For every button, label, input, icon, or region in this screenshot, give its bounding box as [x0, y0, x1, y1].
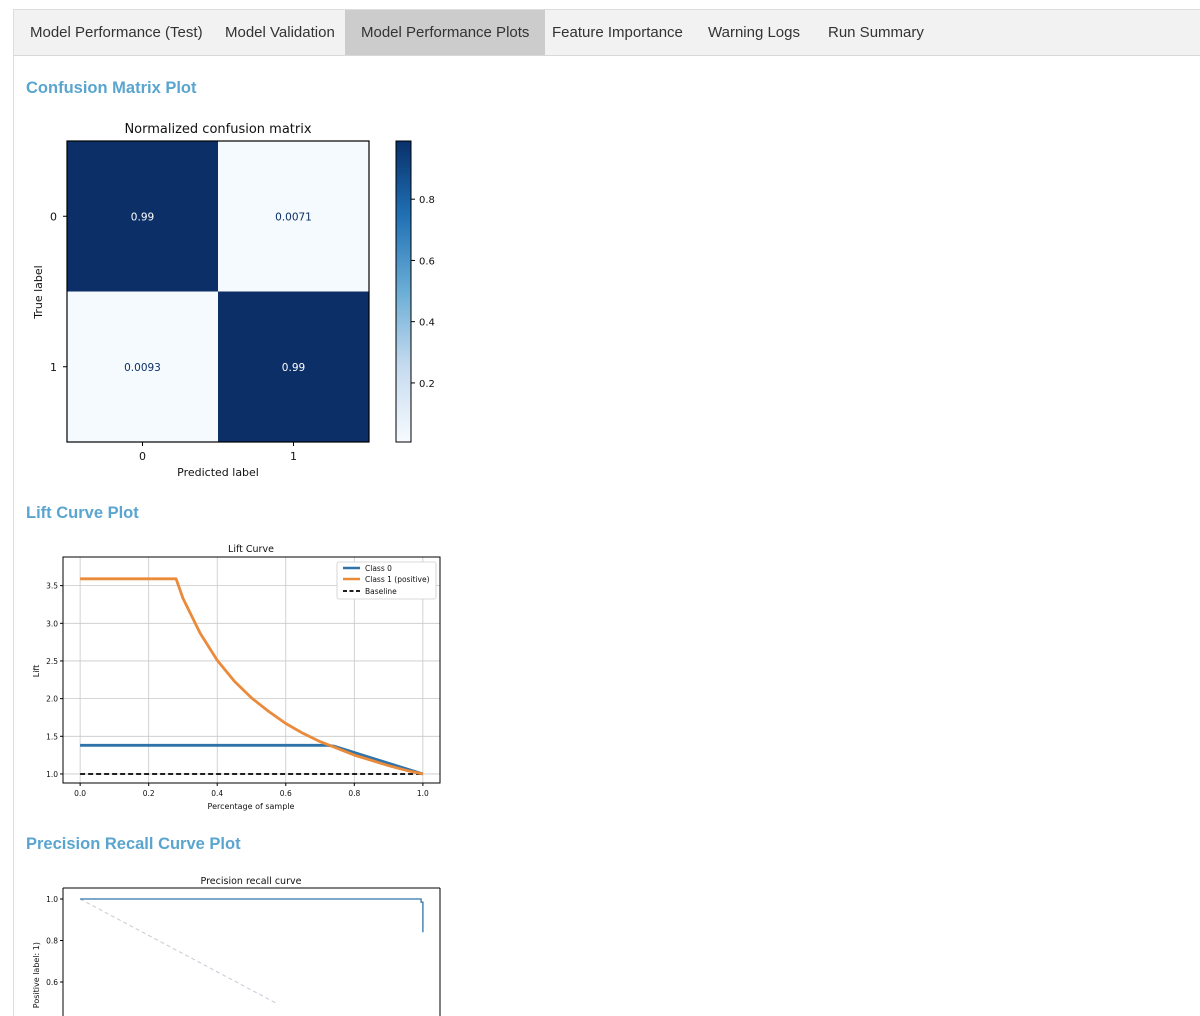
cm-cell-value: 0.99	[131, 211, 154, 223]
cm-colorbar	[395, 140, 412, 443]
lift-xtick-label: 0.6	[280, 789, 292, 798]
pr-ylabel: Positive label: 1)	[32, 942, 41, 1008]
lift-xtick-label: 0.2	[143, 789, 155, 798]
cm-ytick-label: 1	[50, 361, 57, 374]
cm-cell-value: 0.0093	[124, 362, 161, 374]
lift-title: Lift Curve	[228, 544, 274, 555]
cm-cbar-tick-label: 0.8	[419, 195, 435, 206]
cm-cell	[218, 141, 369, 292]
cm-cell-value: 0.99	[282, 362, 305, 374]
pr-chance-line	[79, 898, 276, 1004]
cm-cbar-tick-label: 0.2	[419, 379, 435, 390]
lift-xtick-label: 0.8	[348, 789, 360, 798]
confusion-matrix-chart: Normalized confusion matrix 0.99 0.0071 0.…	[32, 122, 435, 479]
tab-model-performance-plots[interactable]: Model Performance Plots	[345, 10, 546, 55]
lift-ylabel: Lift	[32, 665, 41, 678]
cm-title: Normalized confusion matrix	[124, 122, 311, 137]
cm-cell	[218, 291, 369, 442]
precision-recall-title: Precision Recall Curve Plot	[26, 835, 241, 853]
lift-xlabel: Percentage of sample	[208, 802, 295, 811]
tab-warning-logs[interactable]: Warning Logs	[708, 24, 800, 41]
confusion-matrix-title: Confusion Matrix Plot	[26, 79, 197, 97]
cm-cell-value: 0.0071	[275, 211, 312, 223]
tab-model-performance-test[interactable]: Model Performance (Test)	[30, 24, 203, 41]
lift-legend: Class 0 Class 1 (positive) Baseline	[336, 561, 437, 600]
legend-class1-label: Class 1 (positive)	[365, 575, 430, 584]
pr-curve-line	[80, 898, 424, 933]
lift-curve-chart: Lift Curve 0.0 0.2 0.4 0.6 0.8 1.0 1.0 1.5 2.0 2.…	[32, 544, 441, 811]
lift-xtick-label: 1.0	[417, 789, 429, 798]
tab-model-validation[interactable]: Model Validation	[225, 24, 335, 41]
lift-xtick-label: 0.4	[211, 789, 223, 798]
lift-ytick-label: 3.5	[46, 582, 58, 591]
cm-xtick-label: 1	[290, 450, 297, 463]
lift-ytick-label: 2.0	[46, 695, 58, 704]
precision-recall-chart: Precision recall curve 0.6 0.8 1.0 Positiv…	[32, 876, 441, 1016]
tab-run-summary[interactable]: Run Summary	[828, 24, 924, 41]
cm-cbar-tick-label: 0.4	[419, 318, 435, 329]
legend-class0-label: Class 0	[365, 564, 392, 573]
cm-frame	[66, 140, 370, 443]
pr-ytick-label: 1.0	[46, 895, 58, 904]
tab-feature-importance[interactable]: Feature Importance	[552, 24, 683, 41]
cm-cbar-tick-label: 0.6	[419, 256, 435, 267]
pr-ytick-label: 0.6	[46, 978, 58, 987]
tab-bar: Model Performance (Test) Model Validatio…	[14, 10, 1200, 56]
lift-curve-title: Lift Curve Plot	[26, 504, 139, 522]
legend-baseline-label: Baseline	[365, 587, 397, 596]
cm-cell	[67, 291, 218, 442]
lift-ytick-label: 1.5	[46, 732, 58, 741]
lift-ytick-label: 1.0	[46, 770, 58, 779]
cm-xtick-label: 0	[139, 450, 146, 463]
lift-ytick-label: 3.0	[46, 619, 58, 628]
cm-ytick-label: 0	[50, 210, 57, 223]
lift-xtick-label: 0.0	[74, 789, 86, 798]
lift-ytick-label: 2.5	[46, 657, 58, 666]
lift-line-class1	[80, 577, 424, 776]
lift-frame	[62, 556, 441, 784]
pr-ytick-label: 0.8	[46, 937, 58, 946]
cm-ylabel: True label	[32, 265, 45, 319]
pr-title: Precision recall curve	[201, 876, 302, 887]
report-frame: Model Performance (Test) Model Validatio…	[13, 9, 1200, 1016]
cm-xlabel: Predicted label	[177, 466, 259, 479]
cm-cell	[67, 141, 218, 292]
